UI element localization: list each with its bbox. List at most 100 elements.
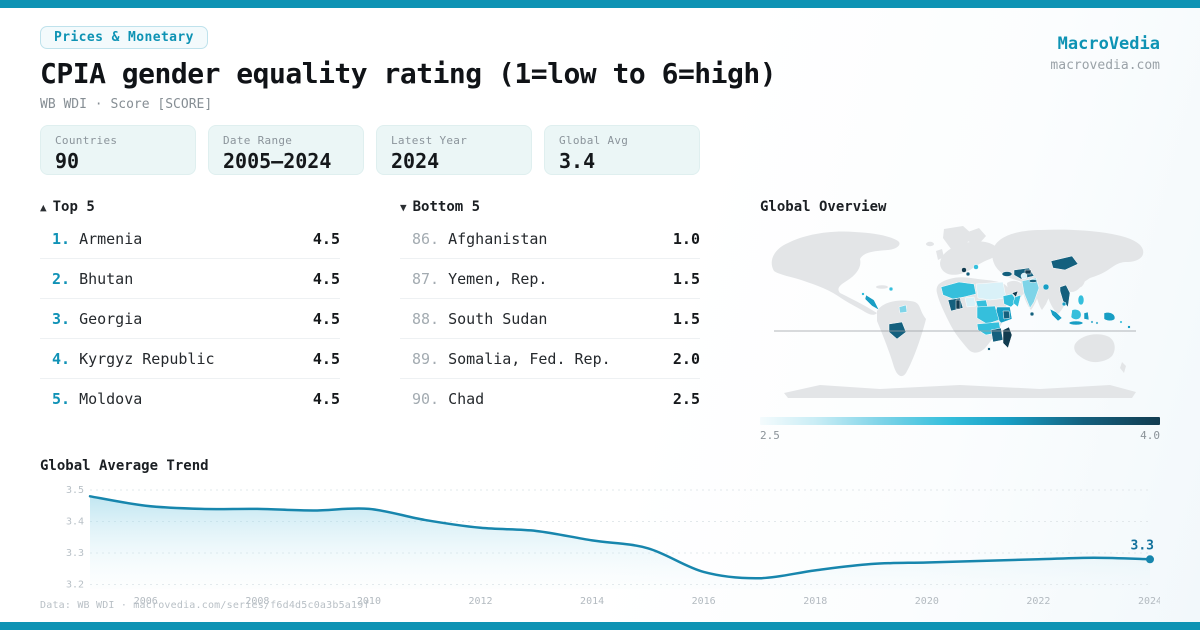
list-item: 90. Chad 2.5: [400, 379, 700, 419]
country-name: Somalia, Fed. Rep.: [448, 349, 611, 368]
rank: 86.: [412, 229, 440, 248]
page-title: CPIA gender equality rating (1=low to 6=…: [40, 57, 777, 90]
map-region: [1020, 272, 1028, 280]
color-scale-bar: [760, 417, 1160, 425]
map-region: [1050, 255, 1079, 271]
stat-value: 2024: [391, 149, 440, 173]
svg-text:3.4: 3.4: [66, 517, 84, 528]
landmass: [926, 241, 934, 247]
brand-domain: macrovedia.com: [1050, 58, 1160, 73]
map-region: [1068, 320, 1084, 326]
map-region: [1061, 301, 1067, 307]
rank: 1.: [52, 229, 71, 248]
top5-list: ▲ Top 5 1. Armenia 4.5 2. Bhutan 4.5 3. G…: [40, 199, 340, 442]
landmass: [965, 228, 986, 245]
score-value: 2.0: [672, 349, 700, 368]
list-item: 89. Somalia, Fed. Rep. 2.0: [400, 339, 700, 379]
score-value: 1.5: [672, 269, 700, 288]
map-region: [1021, 277, 1040, 309]
landmass: [992, 229, 1144, 310]
country-name: Moldova: [79, 390, 143, 408]
map-region: [1011, 290, 1019, 298]
map-region: [1029, 311, 1035, 317]
rank: 3.: [52, 309, 71, 328]
list-item: 1. Armenia 4.5: [40, 219, 340, 259]
highlighted-regions: [861, 255, 1131, 351]
svg-text:2010: 2010: [357, 596, 381, 607]
trend-area: [90, 496, 1150, 589]
map-region: [1001, 271, 1013, 277]
map-region: [1070, 309, 1082, 320]
score-value: 4.5: [312, 349, 340, 368]
country-name: South Sudan: [448, 309, 548, 328]
page-subtitle: WB WDI · Score [SCORE]: [40, 97, 213, 112]
stat-card-global-avg: Global Avg 3.4: [544, 125, 700, 175]
stat-value: 3.4: [559, 149, 596, 173]
world-map-frame: [760, 223, 1160, 405]
map-region: [1002, 310, 1011, 320]
map-region: [1090, 320, 1094, 324]
stat-card-countries: Countries 90: [40, 125, 196, 175]
country-name: Armenia: [79, 229, 143, 248]
score-value: 2.5: [672, 390, 700, 408]
trend-chart: 3.5 3.4 3.3 3.2 2006 2008 2010 2012 2014 2016 2018…: [66, 485, 1160, 607]
svg-text:2012: 2012: [468, 596, 492, 607]
bottom5-rows: 86. Afghanistan 1.0 87. Yemen, Rep. 1.5 …: [400, 219, 700, 419]
country-name: Afghanistan: [448, 229, 548, 248]
svg-text:2014: 2014: [580, 596, 604, 607]
landmass: [1074, 334, 1115, 363]
map-region: [1127, 325, 1131, 329]
up-triangle-icon: ▲: [40, 201, 47, 214]
footer-attribution: Data: WB WDI · macrovedia.com/series/f6d…: [40, 600, 370, 611]
main-columns: ▲ Top 5 1. Armenia 4.5 2. Bhutan 4.5 3. G…: [40, 199, 1160, 442]
stat-value: 2005–2024: [223, 149, 332, 173]
map-region: [990, 327, 1004, 343]
map-region: [861, 292, 865, 296]
map-region: [864, 294, 880, 311]
list-item: 2. Bhutan 4.5: [40, 259, 340, 299]
map-region: [1024, 269, 1032, 275]
list-item: 86. Afghanistan 1.0: [400, 219, 700, 259]
map-region: [1049, 308, 1063, 322]
scale-max-label: 4.0: [1140, 429, 1160, 442]
score-value: 4.5: [312, 390, 340, 408]
map-region: [1095, 321, 1099, 325]
map-region: [1119, 320, 1123, 324]
rank: 87.: [412, 269, 440, 288]
bottom-accent-bar: [0, 622, 1200, 630]
svg-text:3.2: 3.2: [66, 580, 84, 591]
map-region: [955, 299, 961, 310]
score-value: 4.5: [312, 269, 340, 288]
stat-value: 90: [55, 149, 80, 173]
bottom5-list: ▼ Bottom 5 86. Afghanistan 1.0 87. Yemen,…: [400, 199, 700, 442]
rank: 90.: [412, 390, 440, 408]
top5-header: ▲ Top 5: [40, 199, 340, 215]
trend-line: [88, 495, 1152, 580]
country-name: Bhutan: [79, 269, 134, 288]
map-region: [1103, 312, 1116, 322]
color-scale-labels: 2.5 4.0: [760, 429, 1160, 442]
stat-label: Countries: [55, 134, 118, 147]
svg-text:2018: 2018: [803, 596, 827, 607]
svg-text:3.3: 3.3: [66, 548, 84, 559]
brand-name: MacroVedia: [1057, 34, 1160, 54]
score-value: 1.0: [672, 229, 700, 248]
list-item: 3. Georgia 4.5: [40, 299, 340, 339]
list-item: 5. Moldova 4.5: [40, 379, 340, 419]
world-map: [771, 226, 1144, 398]
map-region: [987, 347, 991, 351]
map-title: Global Overview: [760, 199, 887, 215]
stat-card-date-range: Date Range 2005–2024: [208, 125, 364, 175]
landmass: [771, 231, 900, 315]
header: Prices & Monetary CPIA gender equality r…: [40, 26, 1160, 112]
stat-label: Date Range: [223, 134, 293, 147]
map-region: [1059, 284, 1071, 308]
svg-text:2006: 2006: [134, 596, 158, 607]
trend-end-label: 3.3: [1131, 538, 1154, 553]
rank: 88.: [412, 309, 440, 328]
svg-text:2020: 2020: [915, 596, 939, 607]
rank: 89.: [412, 349, 440, 368]
map-region: [1012, 294, 1022, 308]
map-region: [1077, 294, 1085, 306]
landmass: [1120, 362, 1126, 373]
